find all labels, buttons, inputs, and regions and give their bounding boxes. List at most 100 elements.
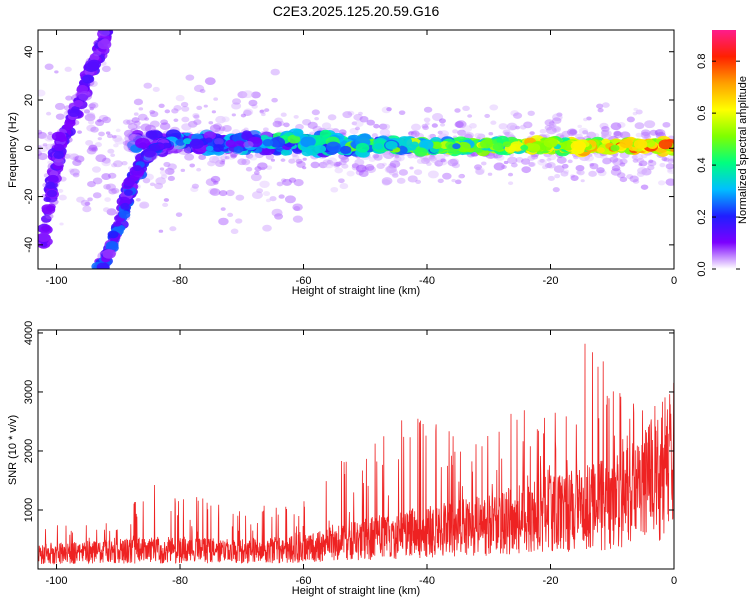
heatmap-cell: [245, 166, 253, 172]
heatmap-cell: [139, 202, 148, 209]
heatmap-cell: [64, 66, 72, 72]
heatmap-cell: [107, 230, 119, 239]
heatmap-cell: [59, 222, 64, 226]
heatmap-cell: [193, 114, 200, 120]
heatmap-cell: [143, 82, 153, 89]
heatmap-cell: [398, 169, 408, 176]
heatmap-cell: [53, 151, 65, 160]
heatmap-cell: [270, 68, 280, 76]
heatmap-cell: [106, 133, 113, 139]
snr-frame: [37, 329, 675, 570]
heatmap-cell: [112, 134, 123, 142]
heatmap-cell: [609, 156, 619, 163]
heatmap-cell: [107, 148, 115, 154]
heatmap-cell: [610, 122, 622, 131]
heatmap-cell: [97, 118, 102, 123]
heatmap-cell: [407, 175, 418, 183]
heatmap-cell: [554, 174, 561, 179]
heatmap-cell: [382, 123, 391, 130]
heatmap-cell: [617, 121, 626, 129]
heatmap-cell: [163, 161, 171, 167]
heatmap-cell: [167, 175, 175, 182]
heatmap-cell: [38, 89, 46, 97]
heatmap-cell: [488, 132, 494, 136]
heatmap-cell: [233, 145, 244, 154]
heatmap-cell: [54, 70, 59, 74]
heatmap-cell: [87, 180, 96, 188]
colorbar-tick-label: 0.6: [696, 105, 708, 120]
heatmap-cell: [49, 198, 59, 206]
heatmap-cell: [65, 153, 74, 159]
heatmap-cell: [219, 160, 225, 165]
snr-x-tick-label: -40: [419, 575, 435, 587]
heatmap-cell: [135, 125, 141, 130]
heatmap-cell: [133, 112, 139, 116]
heatmap-cell: [632, 111, 638, 116]
heatmap-cell: [84, 201, 91, 206]
heatmap-cell: [154, 182, 164, 190]
heatmap-cell: [212, 155, 223, 164]
heatmap-cell: [333, 163, 340, 169]
heatmap-cell: [209, 124, 221, 133]
heatmap-cell: [274, 122, 282, 128]
heatmap-cell: [527, 143, 541, 153]
heatmap-cell: [107, 172, 117, 179]
colorbar-tick-label: 0.2: [696, 209, 708, 224]
heatmap-cell: [277, 121, 285, 126]
heatmap-cell: [414, 147, 428, 157]
colorbar-label: Normalized spectral amplitude: [737, 76, 749, 224]
heatmap-cell: [301, 148, 313, 157]
heatmap-cell: [101, 159, 111, 167]
heatmap-cell: [101, 30, 114, 36]
heatmap-cell: [288, 177, 297, 183]
colorbar-tick-label: 0.8: [696, 54, 708, 69]
heatmap-cell: [214, 138, 224, 146]
heatmap-cell: [487, 172, 493, 176]
heatmap-cell: [523, 121, 533, 129]
heatmap-cell: [386, 107, 392, 112]
heatmap-cell: [91, 146, 99, 152]
heatmap-cell: [398, 110, 406, 116]
heatmap-cell: [501, 164, 507, 170]
heatmap-cell: [187, 120, 198, 128]
heatmap-cell: [589, 162, 599, 170]
heatmap-cell: [495, 154, 505, 161]
heatmap-cell: [394, 154, 400, 159]
heatmap-cell: [633, 139, 648, 149]
heatmap-cell: [593, 133, 600, 138]
heatmap-cell: [254, 166, 262, 172]
heatmap-cell: [47, 160, 53, 165]
spectrogram-x-tick-label: -100: [46, 275, 68, 287]
heatmap-cell: [225, 189, 235, 197]
heatmap-cell: [371, 133, 378, 138]
heatmap-cell: [611, 165, 621, 172]
heatmap-cell: [42, 143, 48, 147]
heatmap-cell: [292, 154, 300, 160]
heatmap-cell: [596, 103, 604, 109]
heatmap-cell: [490, 120, 497, 125]
heatmap-cell: [130, 126, 135, 131]
snr-panel: -100 -80 -60 -40 -20 0 1000 2000 3000 4000 Heigh…: [7, 321, 677, 597]
heatmap-cell: [502, 129, 511, 136]
heatmap-cell: [128, 134, 136, 140]
heatmap-cell: [361, 166, 370, 172]
heatmap-cell: [209, 188, 221, 196]
heatmap-cell: [205, 178, 217, 187]
colorbar: 0.0 0.2 0.4 0.6 0.8 Normalized spectral ampl…: [696, 30, 749, 277]
spectrogram-x-ticks: -100 -80 -60 -40 -20 0: [46, 30, 677, 287]
heatmap-cell: [381, 177, 393, 185]
heatmap-cell: [636, 157, 645, 164]
heatmap-cell: [283, 122, 290, 128]
snr-x-tick-label: -80: [172, 575, 188, 587]
heatmap-cell: [454, 121, 464, 128]
heatmap-cell: [88, 144, 98, 152]
heatmap-cell: [508, 181, 514, 186]
heatmap-cell: [265, 153, 275, 160]
heatmap-cell: [629, 175, 639, 183]
heatmap-cell: [122, 119, 131, 125]
heatmap-cell: [251, 104, 258, 109]
heatmap-cell: [135, 198, 141, 202]
heatmap-cell: [474, 167, 485, 175]
heatmap-cell: [469, 123, 477, 129]
heatmap-cell: [654, 129, 666, 137]
